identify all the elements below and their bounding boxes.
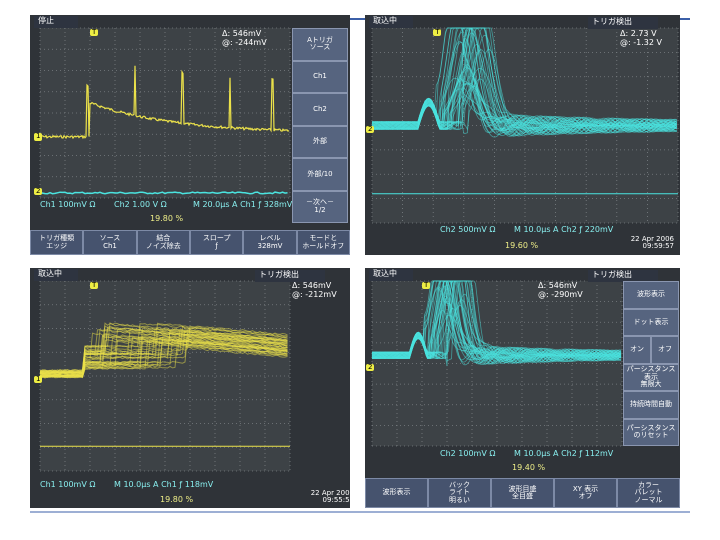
bottom-button[interactable]: 結合 ノイズ除去 bbox=[136, 230, 190, 255]
bottom-button[interactable]: トリガ種類 エッジ bbox=[30, 230, 84, 255]
waveform bbox=[39, 335, 288, 377]
menu-button[interactable]: －次へ－ 1/2 bbox=[292, 190, 348, 223]
cursor-readout: @: -1.32 V bbox=[620, 38, 662, 47]
status: 停止 bbox=[34, 16, 78, 28]
menu-button[interactable]: 外部/10 bbox=[292, 158, 348, 191]
bottom-button[interactable]: モードと ホールドオフ bbox=[296, 230, 350, 255]
menu-button[interactable]: 外部 bbox=[292, 125, 348, 158]
date: 22 Apr 2006 09:55:53 bbox=[310, 489, 354, 505]
waveform bbox=[371, 280, 622, 363]
menu-button[interactable]: Ch1 bbox=[292, 60, 348, 93]
trigger-state: トリガ検出 bbox=[255, 270, 325, 282]
waveform bbox=[39, 332, 288, 376]
menu-button[interactable]: 持続時間自動 bbox=[623, 391, 679, 419]
waveform bbox=[39, 191, 288, 195]
readout: Ch2 500mV Ω bbox=[440, 225, 496, 234]
bottom-button[interactable]: 波形表示 bbox=[365, 478, 428, 508]
status: 取込中 bbox=[369, 269, 413, 281]
readout: Ch1 100mV Ω bbox=[40, 200, 96, 209]
channel-marker: 2 bbox=[34, 186, 43, 196]
bottom-button[interactable]: バック ライト 明るい bbox=[428, 478, 491, 508]
cursor-readout: @: -290mV bbox=[538, 290, 583, 299]
channel-marker: 2 bbox=[366, 124, 375, 133]
trigger-state: トリガ検出 bbox=[588, 17, 658, 29]
menu-button[interactable]: Aトリガ ソース bbox=[292, 28, 348, 61]
cursor-readout: @: -212mV bbox=[292, 290, 337, 299]
waveform bbox=[39, 339, 288, 379]
waveform bbox=[39, 327, 288, 374]
waveform bbox=[371, 38, 677, 134]
readout: Ch1 100mV Ω bbox=[40, 480, 96, 489]
bottom-button[interactable]: ソース Ch1 bbox=[83, 230, 137, 255]
menu-button[interactable]: Ch2 bbox=[292, 93, 348, 126]
readout: M 10.0µs A Ch2 ƒ 220mV bbox=[514, 225, 614, 234]
readout: Ch2 100mV Ω bbox=[440, 449, 496, 458]
channel-marker: 1 bbox=[34, 132, 43, 141]
menu-button[interactable]: 波形表示 bbox=[623, 281, 679, 309]
waveform bbox=[39, 65, 290, 140]
cursor-readout: Δ: 546mV bbox=[222, 29, 262, 38]
menu-button[interactable]: パーシスタンス のリセット bbox=[623, 418, 679, 446]
trigger-position: 19.80 % bbox=[160, 495, 194, 504]
cursor-readout: @: -244mV bbox=[222, 38, 267, 47]
channel-marker: 2 bbox=[366, 362, 375, 371]
bottom-button[interactable]: XY 表示 オフ bbox=[554, 478, 617, 508]
status: 取込中 bbox=[34, 269, 78, 281]
readout: Ch2 1.00 V Ω bbox=[114, 200, 167, 209]
bottom-button[interactable]: スロープ ƒ bbox=[190, 230, 244, 255]
trigger-marker: T bbox=[422, 281, 431, 290]
menu-button[interactable]: パーシスタンス 表示 無限大 bbox=[623, 363, 679, 391]
trigger-position: 19.80 % bbox=[150, 214, 184, 223]
menu-button[interactable]: ドット表示 bbox=[623, 308, 679, 336]
bottom-button[interactable]: カラー パレット ノーマル bbox=[617, 478, 680, 508]
menu-button[interactable]: オフ bbox=[651, 336, 679, 364]
status: 取込中 bbox=[369, 16, 413, 28]
waveform bbox=[39, 328, 288, 375]
cursor-readout: Δ: 546mV bbox=[538, 281, 578, 290]
readout: M 10.0µs A Ch2 ƒ 112mV bbox=[514, 449, 614, 458]
trigger-position: 19.40 % bbox=[512, 463, 546, 472]
channel-marker: 1 bbox=[34, 375, 43, 384]
bottom-button[interactable]: 波形目盛 全目盛 bbox=[491, 478, 554, 508]
trigger-position: 19.60 % bbox=[505, 241, 539, 250]
trigger-marker: T bbox=[90, 28, 99, 37]
trigger-marker: T bbox=[90, 281, 99, 290]
date: 22 Apr 2006 09:59:57 bbox=[630, 235, 674, 251]
trigger-state: トリガ検出 bbox=[588, 270, 658, 282]
waveform bbox=[371, 280, 622, 365]
readout: M 10.0µs A Ch1 ƒ 118mV bbox=[114, 480, 214, 489]
readout: M 20.0µs A Ch1 ƒ 328mV bbox=[193, 200, 293, 209]
trigger-marker: T bbox=[433, 28, 442, 37]
waveform bbox=[371, 27, 677, 136]
cursor-readout: Δ: 2.73 V bbox=[620, 29, 657, 38]
cursor-readout: Δ: 546mV bbox=[292, 281, 332, 290]
bottom-button[interactable]: レベル 328mV bbox=[243, 230, 297, 255]
menu-button[interactable]: オン bbox=[623, 336, 651, 364]
